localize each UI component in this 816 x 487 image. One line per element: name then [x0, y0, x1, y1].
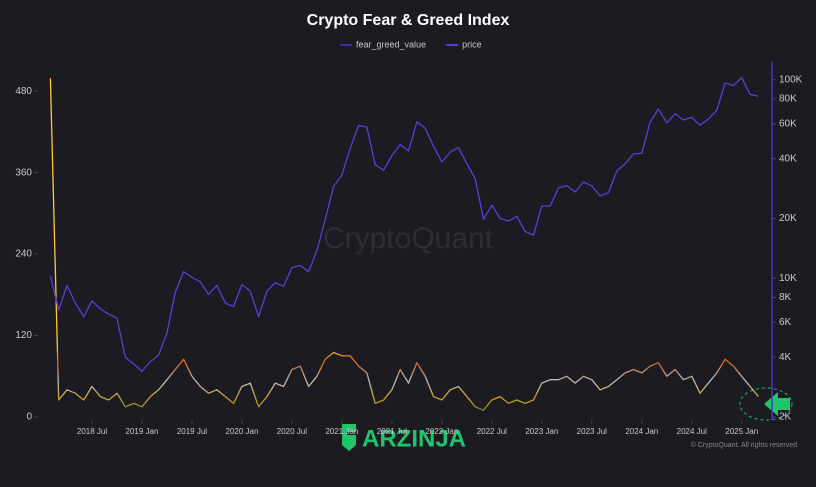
y2-tick-label: 10K	[779, 273, 797, 284]
x-tick-label: 2025 Jan	[725, 427, 758, 436]
y2-tick-label: 6K	[779, 317, 792, 328]
x-tick-label: 2019 Jul	[177, 427, 207, 436]
x-tick-label: 2018 Jul	[77, 427, 107, 436]
y2-tick-label: 60K	[779, 118, 797, 129]
logo-icon	[342, 424, 356, 451]
y2-tick-label: 100K	[779, 74, 803, 85]
y2-tick-label: 2K	[779, 412, 792, 423]
legend-label: fear_greed_value	[356, 39, 426, 49]
x-tick-label: 2024 Jul	[677, 427, 707, 436]
y-tick-label: 240	[15, 249, 32, 260]
x-tick-label: 2022 Jan	[425, 427, 458, 436]
y-tick-label: 120	[15, 330, 32, 341]
y2-tick-label: 80K	[779, 94, 797, 105]
arrow	[764, 392, 790, 416]
y-tick-label: 360	[15, 167, 32, 178]
y2-tick-label: 4K	[779, 352, 792, 363]
y-tick-label: 480	[15, 86, 32, 97]
x-tick-label: 2024 Jan	[625, 427, 658, 436]
y2-tick-label: 20K	[779, 213, 797, 224]
x-tick-label: 2021 Jan	[325, 427, 358, 436]
highlight-circle	[739, 387, 793, 421]
watermark: CryptoQuant	[323, 222, 494, 255]
copyright: © CryptoQuant. All rights reserved	[691, 441, 797, 449]
brand: ARZINJA	[362, 425, 466, 452]
legend-label: price	[462, 39, 482, 49]
brand-logo: ARZINJA	[342, 424, 466, 452]
fear-greed-line	[49, 78, 759, 411]
x-tick-label: 2020 Jan	[225, 427, 258, 436]
price-line	[49, 77, 759, 372]
x-tick-label: 2023 Jan	[525, 427, 558, 436]
x-tick-label: 2023 Jul	[577, 427, 607, 436]
x-tick-label: 2020 Jul	[277, 427, 307, 436]
y-tick-label: 0	[26, 412, 32, 423]
chart-title: Crypto Fear & Greed Index	[307, 12, 510, 29]
x-tick-label: 2022 Jul	[477, 427, 507, 436]
y2-tick-label: 8K	[779, 292, 792, 303]
y2-tick-label: 40K	[779, 153, 797, 164]
x-tick-label: 2021 Jul	[377, 427, 407, 436]
x-tick-label: 2019 Jan	[126, 427, 159, 436]
